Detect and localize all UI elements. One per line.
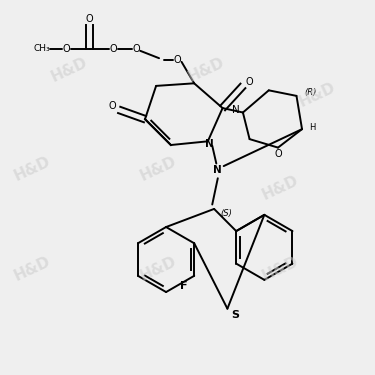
Text: N: N <box>213 165 221 175</box>
Text: (S): (S) <box>220 209 232 218</box>
Text: H&D: H&D <box>49 54 90 84</box>
Text: O: O <box>275 149 283 159</box>
Text: O: O <box>133 44 140 54</box>
Text: O: O <box>246 77 254 87</box>
Text: O: O <box>86 13 93 24</box>
Text: H&D: H&D <box>259 172 300 202</box>
Text: (R): (R) <box>304 88 317 98</box>
Text: CH₃: CH₃ <box>33 45 50 54</box>
Text: N: N <box>205 139 214 149</box>
Text: N: N <box>232 105 240 114</box>
Text: O: O <box>109 101 116 111</box>
Text: O: O <box>63 44 70 54</box>
Text: H&D: H&D <box>259 254 300 284</box>
Text: O: O <box>110 44 117 54</box>
Text: H&D: H&D <box>296 80 338 110</box>
Text: H&D: H&D <box>185 54 226 84</box>
Text: S: S <box>231 310 240 320</box>
Text: H: H <box>309 123 315 132</box>
Text: H&D: H&D <box>137 154 178 184</box>
Text: H&D: H&D <box>12 254 53 284</box>
Text: H&D: H&D <box>137 254 178 284</box>
Text: H&D: H&D <box>12 154 53 184</box>
Text: F: F <box>180 281 188 291</box>
Text: O: O <box>173 55 181 65</box>
